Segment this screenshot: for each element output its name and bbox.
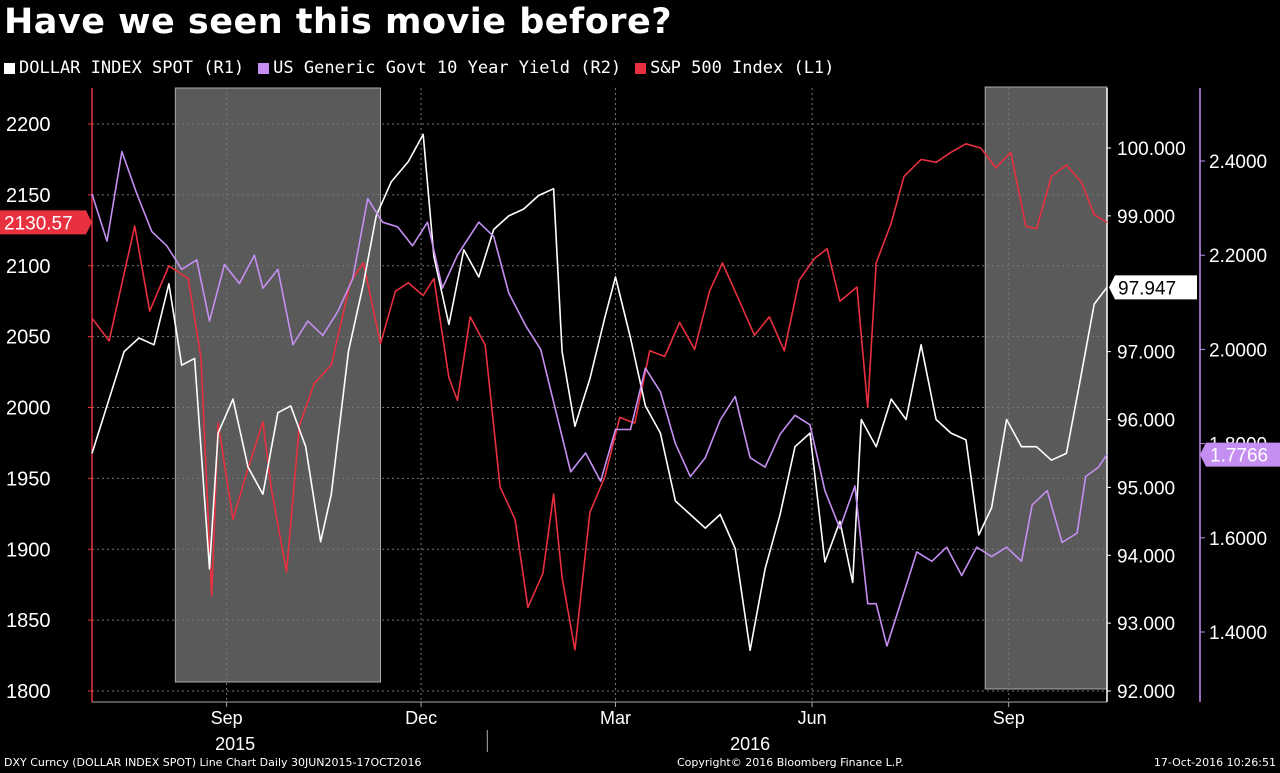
series-line-spx — [91, 143, 1108, 651]
right2-tick-label-2: 2.0000 — [1209, 340, 1267, 361]
dxy-flag-shape — [1109, 275, 1197, 300]
right2-tick-label-0: 2.4000 — [1209, 152, 1267, 173]
legend-swatch-spx — [635, 62, 647, 74]
legend-label-dxy: DOLLAR INDEX SPOT (R1) — [19, 58, 245, 78]
shaded-period-2 — [984, 86, 1108, 690]
chart-title: Have we seen this movie before? — [4, 2, 673, 42]
shaded-period-1 — [174, 87, 381, 683]
footer-chart-info: DXY Curncy (DOLLAR INDEX SPOT) Line Char… — [4, 756, 422, 769]
x-year-label-0: 2015 — [215, 734, 255, 754]
legend-item-dxy: DOLLAR INDEX SPOT (R1) — [4, 58, 244, 78]
x-tick-label-4: Sep — [993, 708, 1025, 728]
legend-swatch-dxy — [4, 62, 15, 74]
footer-timestamp: 17-Oct-2016 10:26:51 — [1153, 756, 1276, 769]
left-tick-label-2: 2100 — [6, 256, 51, 278]
right1-tick-label-1: 99.000 — [1117, 207, 1175, 228]
spx-flag-label: 2130.57 — [4, 213, 73, 234]
left-tick-label-8: 1800 — [6, 681, 51, 703]
left-tick-label-6: 1900 — [6, 539, 51, 561]
right1-tick-label-5: 94.000 — [1117, 546, 1175, 567]
series-line-yield — [91, 150, 1108, 647]
spx-flag-shape — [0, 210, 92, 235]
left-tick-label-4: 2000 — [6, 398, 51, 420]
left-tick-label-1: 2150 — [6, 185, 51, 207]
legend-item-yield: US Generic Govt 10 Year Yield (R2) — [258, 58, 621, 78]
footer-copyright: Copyright© 2016 Bloomberg Finance L.P. — [677, 756, 904, 769]
left-tick-label-0: 2200 — [6, 114, 51, 136]
dxy-flag-label: 97.947 — [1118, 278, 1176, 299]
right1-tick-label-4: 95.000 — [1117, 478, 1175, 499]
right1-tick-label-0: 100.000 — [1117, 139, 1186, 160]
legend-label-spx: S&P 500 Index (L1) — [650, 58, 835, 78]
x-tick-label-0: Sep — [211, 708, 243, 728]
right1-tick-label-3: 96.000 — [1117, 411, 1175, 432]
legend: DOLLAR INDEX SPOT (R1) US Generic Govt 1… — [4, 58, 834, 78]
left-tick-label-3: 2050 — [6, 327, 51, 349]
legend-label-yield: US Generic Govt 10 Year Yield (R2) — [273, 58, 622, 78]
left-tick-label-7: 1850 — [6, 610, 51, 632]
legend-item-spx: S&P 500 Index (L1) — [635, 58, 834, 78]
right1-tick-label-7: 92.000 — [1117, 682, 1175, 703]
yield-last-value-flag: 1.7766 — [1200, 442, 1280, 467]
right2-tick-label-4: 1.6000 — [1209, 529, 1267, 550]
dxy-last-value-flag: 97.947 — [1109, 275, 1197, 300]
yield-flag-shape — [1200, 442, 1280, 467]
spx-last-value-flag: 2130.57 — [0, 210, 92, 235]
yield-flag-label: 1.7766 — [1210, 446, 1268, 467]
x-tick-label-2: Mar — [600, 708, 631, 728]
series-line-dxy — [91, 133, 1108, 652]
x-tick-label-1: Dec — [405, 708, 437, 728]
left-tick-label-5: 1950 — [6, 468, 51, 490]
x-tick-label-3: Jun — [798, 708, 827, 728]
right1-tick-label-6: 93.000 — [1117, 614, 1175, 635]
right1-tick-label-2: 97.000 — [1117, 343, 1175, 364]
x-year-label-1: 2016 — [730, 734, 770, 754]
right2-tick-label-5: 1.4000 — [1209, 623, 1267, 644]
legend-swatch-yield — [258, 62, 270, 74]
right2-tick-label-1: 2.2000 — [1209, 246, 1267, 267]
